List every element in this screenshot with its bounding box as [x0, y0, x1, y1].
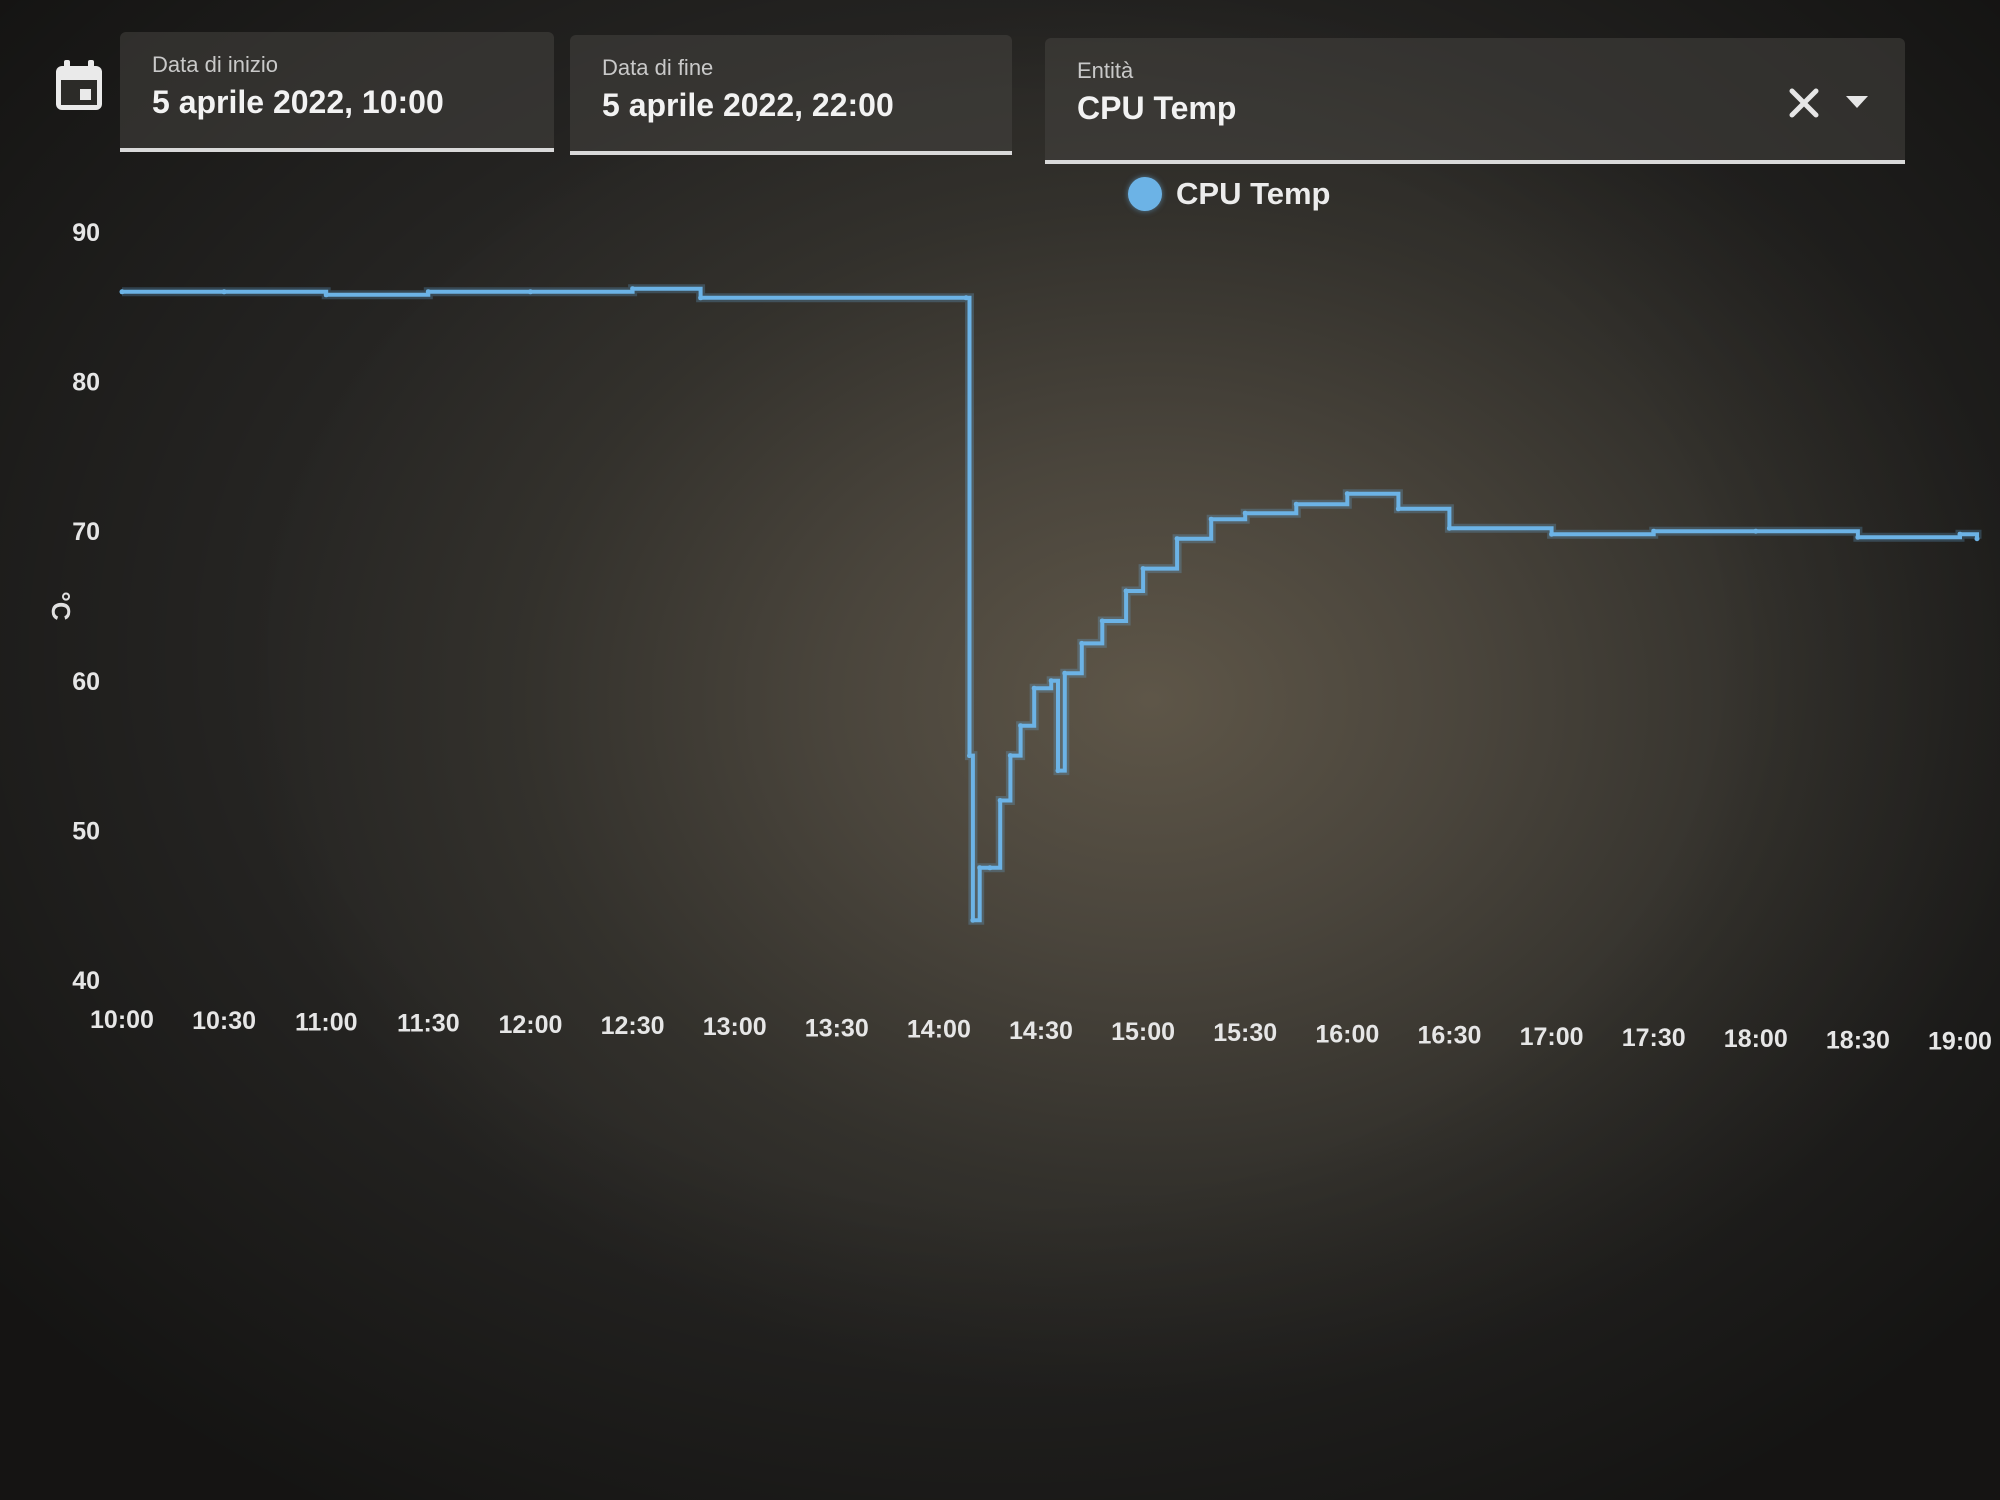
x-tick-label: 19:00 — [1928, 1028, 1992, 1056]
y-tick-label: 80 — [72, 369, 100, 397]
close-icon[interactable] — [1787, 86, 1821, 120]
x-tick-label: 10:30 — [192, 1007, 256, 1035]
y-axis-label: °C — [46, 591, 76, 620]
start-date-label: Data di inizio — [152, 52, 278, 77]
data-point — [1123, 588, 1129, 594]
data-point — [1174, 536, 1180, 542]
data-point — [527, 289, 533, 295]
data-point — [221, 289, 227, 295]
calendar-icon[interactable] — [52, 58, 106, 114]
y-tick-label: 70 — [72, 518, 100, 546]
data-point — [977, 865, 983, 871]
series-line-glow — [122, 284, 1982, 925]
end-date-label: Data di fine — [602, 55, 714, 80]
x-tick-label: 12:00 — [498, 1011, 562, 1039]
data-point — [1099, 618, 1105, 624]
series-line-cpu-temp[interactable] — [122, 286, 1979, 923]
y-tick-label: 50 — [72, 817, 100, 845]
series-layer — [119, 284, 1982, 925]
chart-legend[interactable]: CPU Temp — [1128, 176, 1330, 212]
x-tick-label: 14:30 — [1009, 1017, 1073, 1045]
data-point — [1855, 534, 1861, 540]
x-tick-label: 17:00 — [1520, 1023, 1584, 1051]
entity-picker[interactable]: Entità CPU Temp — [1045, 38, 1905, 164]
data-point — [1957, 531, 1963, 537]
y-tick-label: 40 — [72, 967, 100, 995]
data-point — [987, 865, 993, 871]
data-point — [997, 798, 1003, 803]
x-tick-label: 11:30 — [397, 1010, 460, 1038]
x-tick-label: 16:00 — [1315, 1020, 1379, 1048]
end-date-field[interactable]: Data di fine 5 aprile 2022, 22:00 — [570, 35, 1012, 155]
entity-label: Entità — [1077, 58, 1134, 83]
data-point — [1007, 753, 1013, 759]
data-point — [1293, 501, 1299, 507]
data-point — [698, 295, 704, 301]
data-point — [1031, 685, 1037, 691]
data-point — [425, 289, 431, 295]
x-tick-label: 13:00 — [703, 1013, 767, 1041]
data-point — [323, 292, 329, 298]
y-tick-label: 60 — [72, 668, 100, 696]
legend-swatch — [1128, 177, 1162, 211]
data-point — [1208, 516, 1214, 522]
x-tick-label: 17:30 — [1622, 1024, 1686, 1052]
data-point — [1651, 528, 1657, 534]
x-tick-label: 11:00 — [295, 1008, 358, 1036]
x-tick-label: 18:00 — [1724, 1025, 1788, 1053]
data-point — [1974, 536, 1980, 542]
end-date-value: 5 aprile 2022, 22:00 — [602, 87, 894, 123]
data-point — [1549, 531, 1555, 537]
y-tick-label: 90 — [72, 219, 100, 247]
data-point — [963, 295, 969, 301]
x-tick-label: 15:00 — [1111, 1018, 1175, 1046]
x-tick-label: 18:30 — [1826, 1026, 1890, 1054]
data-point — [967, 753, 972, 759]
x-tick-label: 15:30 — [1213, 1019, 1277, 1047]
x-tick-label: 10:00 — [90, 1006, 154, 1034]
x-tick-label: 14:00 — [907, 1016, 971, 1044]
data-point — [1018, 723, 1024, 729]
data-point — [1344, 491, 1350, 497]
data-point — [630, 286, 636, 292]
data-point — [1048, 678, 1054, 684]
y-axis: 90 80 70 60 50 40 — [72, 219, 100, 995]
entity-value: CPU Temp — [1077, 90, 1237, 126]
start-date-field[interactable]: Data di inizio 5 aprile 2022, 10:00 — [120, 32, 554, 152]
data-point — [1395, 506, 1401, 512]
data-point — [119, 289, 125, 295]
x-tick-label: 12:30 — [601, 1012, 665, 1040]
data-point — [1242, 510, 1248, 516]
data-point — [1079, 640, 1085, 646]
data-point — [1055, 768, 1061, 774]
x-tick-label: 13:30 — [805, 1014, 869, 1042]
data-point — [970, 917, 976, 923]
x-tick-label: 16:30 — [1417, 1022, 1481, 1050]
start-date-value: 5 aprile 2022, 10:00 — [152, 84, 444, 120]
x-axis: 10:00 10:30 11:00 11:30 12:00 12:30 13:00 13:30… — [90, 1006, 1992, 1056]
caret-down-icon[interactable] — [1845, 94, 1869, 110]
data-point — [1446, 525, 1452, 531]
data-point — [1140, 566, 1146, 572]
data-point — [1062, 670, 1068, 676]
legend-label: CPU Temp — [1176, 176, 1331, 211]
data-point — [1753, 528, 1759, 534]
